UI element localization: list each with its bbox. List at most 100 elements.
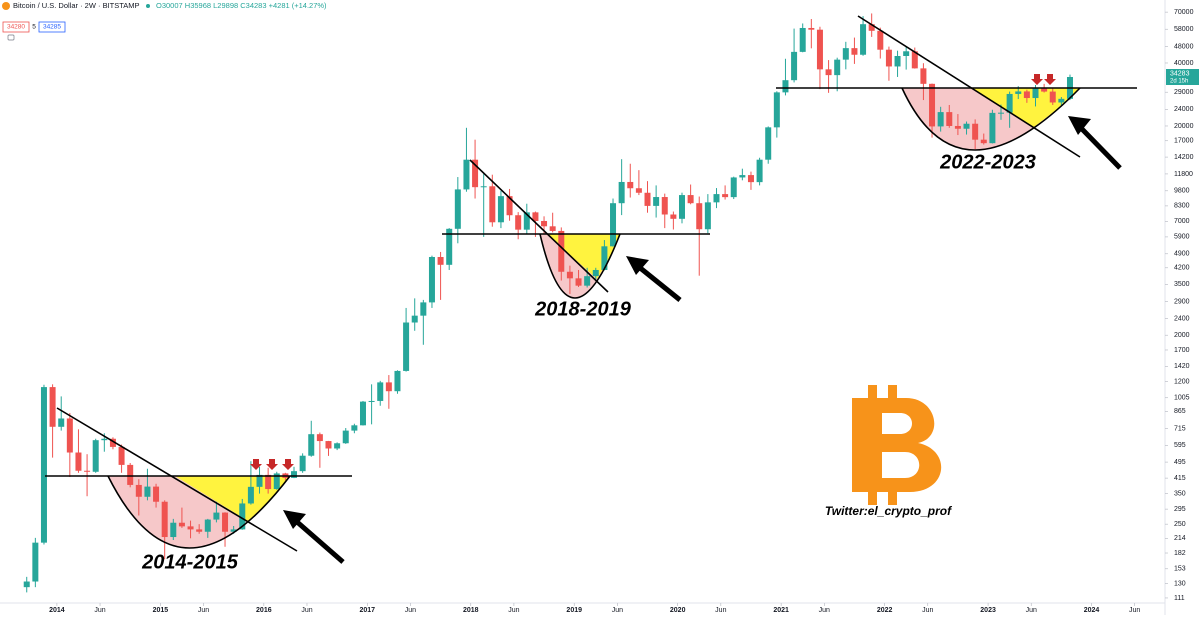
candle-body (368, 400, 375, 402)
candle-body (782, 80, 789, 93)
x-tick-label: Jun (1129, 607, 1140, 614)
ask-box[interactable] (38, 21, 66, 33)
candle-body (385, 382, 392, 392)
down-marker (1044, 74, 1056, 85)
pattern-lines (45, 15, 1137, 552)
candle-body (359, 401, 366, 426)
candle-body (825, 69, 832, 76)
x-tick-label: 2024 (1084, 607, 1100, 614)
y-tick-label: 14200 (1174, 154, 1194, 161)
candle-body (842, 48, 849, 60)
bid-box[interactable] (2, 21, 30, 33)
candle-body (299, 455, 306, 472)
y-tick-label: 130 (1174, 580, 1186, 587)
candle-body (937, 112, 944, 127)
candle-body (610, 203, 617, 247)
candle-body (213, 512, 220, 520)
candle-body (670, 214, 677, 219)
candle-body (403, 322, 410, 371)
candle-body (575, 278, 582, 286)
x-tick-label: 2023 (980, 607, 996, 614)
last-price-tag (1166, 69, 1199, 86)
candle-body (558, 230, 565, 272)
candle-body (506, 196, 513, 216)
y-tick-label: 295 (1174, 506, 1186, 513)
x-tick-label: 2021 (773, 607, 789, 614)
y-tick-label: 70000 (1174, 9, 1194, 16)
candle-body (394, 370, 401, 392)
down-marker (266, 459, 278, 470)
candle-body (101, 438, 108, 441)
y-tick-label: 2000 (1174, 332, 1190, 339)
candle-body (40, 387, 47, 543)
candle-body (109, 438, 116, 447)
y-tick-label: 595 (1174, 442, 1186, 449)
sell-markers (250, 74, 1056, 470)
arrow-shaft (637, 265, 682, 302)
x-tick-label: 2019 (566, 607, 582, 614)
arrow-shaft (294, 519, 345, 564)
candle-body (972, 123, 979, 140)
cup-curve (107, 475, 291, 549)
logo-tick (868, 385, 877, 401)
x-tick-label: 2018 (463, 607, 479, 614)
candle-body (791, 51, 798, 81)
x-tick-label: Jun (819, 607, 830, 614)
candle-body (773, 92, 780, 128)
status-dot (146, 4, 150, 8)
candle-body (661, 197, 668, 215)
candle-body (84, 470, 91, 472)
x-tick-label: Jun (612, 607, 623, 614)
logo-tick (888, 488, 897, 505)
y-tick-label: 40000 (1174, 60, 1194, 67)
y-tick-label: 17000 (1174, 138, 1194, 145)
candle-body (489, 186, 496, 223)
candle-body (739, 175, 746, 178)
candle-body (325, 441, 332, 449)
x-tick-label: 2017 (360, 607, 376, 614)
x-tick-label: 2022 (877, 607, 893, 614)
x-tick-label: Jun (1026, 607, 1037, 614)
candle-body (247, 486, 254, 504)
candle-body (1041, 87, 1048, 92)
collapse-button[interactable] (7, 34, 15, 41)
y-tick-label: 8300 (1174, 203, 1190, 210)
y-tick-label: 4200 (1174, 265, 1190, 272)
candle-body (894, 55, 901, 67)
y-tick-label: 250 (1174, 521, 1186, 528)
bitcoin-logo (852, 385, 942, 505)
y-tick-label: 1200 (1174, 378, 1190, 385)
candle-body (446, 228, 453, 265)
logo-tick (888, 385, 897, 401)
y-tick-label: 4900 (1174, 251, 1190, 258)
candle-body (49, 387, 56, 427)
axes: 111 130 153 182 214 250 295 350 415 495 595 715 865 1… (49, 9, 1193, 614)
x-tick-label: 2015 (153, 607, 169, 614)
candle-body (454, 189, 461, 229)
annotation: 2022-2023 (939, 151, 1036, 173)
spread: 5 (32, 24, 36, 31)
candle-body (954, 125, 961, 129)
y-tick-label: 182 (1174, 550, 1186, 557)
candle-body (256, 474, 263, 487)
candle-body (472, 159, 479, 188)
annotation: 2018-2019 (534, 298, 632, 320)
candle-body (342, 430, 349, 444)
y-tick-label: 20000 (1174, 123, 1194, 130)
candle-body (308, 434, 315, 456)
candle-body (747, 175, 754, 183)
candle-body (704, 202, 711, 230)
candle-body (816, 29, 823, 70)
candle-body (851, 48, 858, 55)
y-tick-label: 5900 (1174, 234, 1190, 241)
down-marker (1031, 74, 1043, 85)
arrows (283, 116, 1122, 564)
candle-body (23, 581, 30, 588)
candle-body (515, 215, 522, 230)
down-marker (250, 459, 262, 470)
candle-body (32, 542, 39, 582)
y-tick-label: 11800 (1174, 171, 1193, 178)
candle-body (58, 418, 65, 427)
y-tick-label: 24000 (1174, 106, 1194, 113)
candle-body (834, 59, 841, 76)
